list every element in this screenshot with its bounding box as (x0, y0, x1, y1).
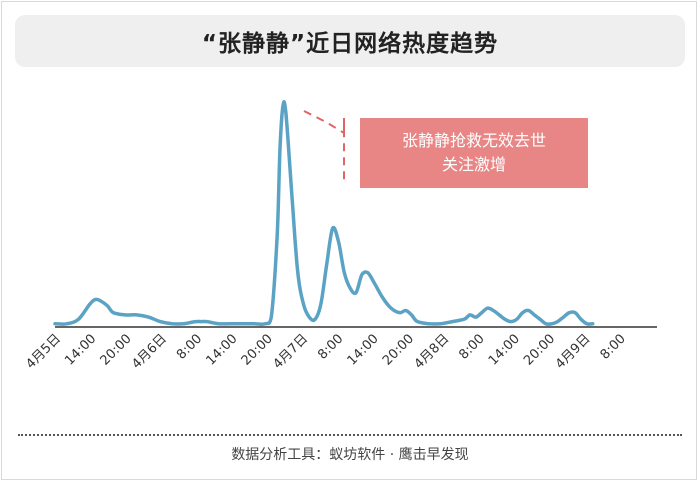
x-tick-label: 4月9日 (553, 331, 594, 372)
x-tick-label: 14:00 (203, 331, 240, 368)
title-banner: “张静静”近日网络热度趋势 (15, 15, 685, 67)
x-tick-label: 8:00 (456, 331, 487, 362)
footer-divider (18, 434, 682, 436)
series-line-0 (53, 100, 595, 327)
x-tick-label: 14:00 (62, 331, 99, 368)
annotation-text-line: 张静静抢救无效去世 (402, 131, 546, 150)
x-tick-label: 8:00 (315, 331, 346, 362)
x-tick-label: 8:00 (174, 331, 205, 362)
x-tick-label: 20:00 (98, 331, 135, 368)
annotation-text-line: 关注激增 (442, 155, 506, 174)
x-tick-label: 4月5日 (23, 331, 64, 372)
x-tick-label: 14:00 (345, 331, 382, 368)
chart-title: “张静静”近日网络热度趋势 (201, 31, 499, 57)
annotation-box (360, 118, 588, 188)
x-tick-label: 8:00 (598, 331, 629, 362)
x-tick-label: 4月7日 (270, 331, 311, 372)
x-tick-label: 4月8日 (412, 331, 453, 372)
x-tick-label: 4月6日 (129, 331, 170, 372)
annotation-pointer (303, 110, 345, 182)
footer-source: 数据分析工具：蚁坊软件 · 鹰击早发现 (231, 447, 469, 463)
series-group (53, 100, 595, 327)
x-tick-label: 20:00 (521, 331, 558, 368)
x-tick-label: 20:00 (380, 331, 417, 368)
x-tick-label: 20:00 (239, 331, 276, 368)
x-tick-label: 14:00 (486, 331, 523, 368)
